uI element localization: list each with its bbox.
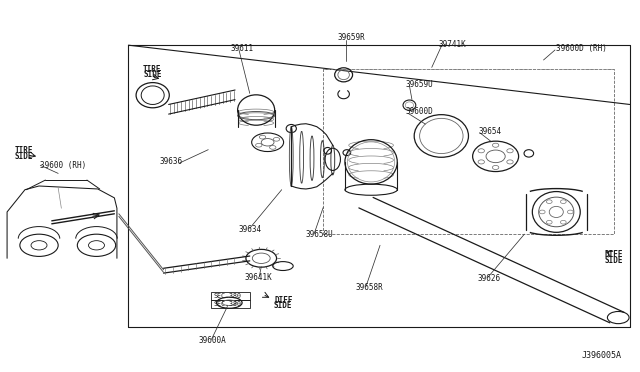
Bar	[211, 292, 250, 300]
Text: 39600A: 39600A	[198, 336, 227, 346]
Text: SEC.380: SEC.380	[213, 293, 241, 299]
Text: 39634: 39634	[238, 225, 261, 234]
Text: 39600 (RH): 39600 (RH)	[40, 161, 86, 170]
Text: TIRE: TIRE	[15, 146, 33, 155]
Text: 39611: 39611	[230, 44, 253, 52]
Bar	[211, 300, 250, 308]
Text: 39641K: 39641K	[244, 273, 273, 282]
Text: J396005A: J396005A	[582, 351, 622, 360]
Text: DIFF: DIFF	[274, 296, 292, 305]
Text: SEC.380: SEC.380	[213, 301, 241, 307]
Bar	[323, 69, 614, 234]
Text: SIDE: SIDE	[143, 70, 162, 79]
Text: 39658R: 39658R	[355, 283, 383, 292]
Text: 39600D (RH): 39600D (RH)	[556, 44, 607, 52]
Text: SIDE: SIDE	[605, 256, 623, 264]
Text: DIFF: DIFF	[605, 250, 623, 259]
Text: TIRE: TIRE	[143, 65, 162, 74]
Text: 39600D: 39600D	[406, 108, 433, 116]
Text: 39658U: 39658U	[305, 230, 333, 240]
Text: 39659R: 39659R	[338, 33, 365, 42]
Text: 39654: 39654	[478, 126, 502, 136]
Text: 39659U: 39659U	[406, 80, 433, 89]
Text: 39636: 39636	[159, 157, 182, 166]
Text: SIDE: SIDE	[274, 301, 292, 310]
Text: 39741K: 39741K	[438, 40, 466, 49]
Text: SIDE: SIDE	[15, 152, 33, 161]
Text: 39626: 39626	[477, 274, 500, 283]
